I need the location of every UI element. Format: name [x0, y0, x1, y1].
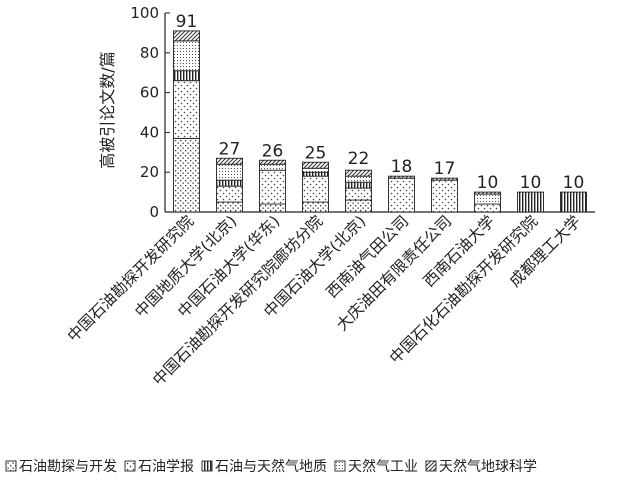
bar-segment: [345, 187, 372, 201]
bar-segment: [302, 167, 329, 173]
y-tick-label: 100: [130, 4, 159, 22]
total-label: 18: [391, 157, 413, 177]
legend-swatch: [5, 460, 17, 472]
bar-segment: [560, 191, 587, 213]
legend-label: 天然气地球科学: [439, 458, 537, 475]
bar-segment: [474, 193, 501, 205]
bar-segment: [431, 177, 458, 181]
bar-segment: [345, 181, 372, 189]
bar-segment: [216, 179, 243, 187]
total-label: 91: [176, 12, 198, 32]
bar-segment: [388, 175, 415, 179]
bar-segment: [259, 169, 286, 205]
bar-segment: [216, 163, 243, 181]
bar-segment: [302, 201, 329, 213]
bar-segment: [388, 177, 415, 213]
total-labels: 91 27 26 25 22 18 17 10 10 10: [176, 12, 585, 193]
bar-segment: [345, 169, 372, 177]
bar-segment: [259, 203, 286, 213]
bars: [173, 30, 587, 213]
bar-segment: [517, 191, 544, 213]
legend-swatch: [201, 460, 213, 472]
y-tick-label: 0: [149, 203, 159, 221]
legend-swatch: [334, 460, 346, 472]
y-tick-label: 20: [140, 163, 159, 181]
total-label: 25: [305, 143, 327, 163]
y-axis-label: 高被引论文数/篇: [98, 51, 117, 168]
bar-segment: [173, 137, 200, 213]
total-label: 10: [563, 173, 585, 193]
bar-segment: [216, 201, 243, 213]
legend-label: 石油学报: [138, 459, 194, 475]
y-tick-label: 40: [140, 123, 159, 141]
total-label: 26: [262, 141, 284, 161]
category-labels: 中国石油勘探开发研究院中国地质大学(北京)中国石油大学(华东)中国石油勘探开发研…: [63, 211, 584, 389]
bar-segment: [173, 40, 200, 72]
bar-segment: [474, 191, 501, 195]
bar-segment: [302, 175, 329, 203]
y-tick-label: 80: [140, 44, 159, 62]
y-tick-label: 60: [140, 84, 159, 102]
bar-segment: [173, 30, 200, 42]
legend: 石油勘探与开发 石油学报 石油与天然气地质 天然气工业 天然气地球科学: [5, 458, 537, 475]
total-label: 10: [520, 173, 542, 193]
legend-swatch: [425, 460, 437, 472]
bar-segment: [302, 161, 329, 169]
legend-label: 石油与天然气地质: [215, 458, 327, 475]
total-label: 17: [434, 159, 456, 179]
legend-label: 石油勘探与开发: [19, 459, 117, 475]
bar-segment: [302, 171, 329, 177]
bar-segment: [474, 203, 501, 213]
total-label: 10: [477, 173, 499, 193]
total-label: 22: [348, 149, 370, 169]
bar-segment: [173, 80, 200, 139]
bar-segment: [216, 157, 243, 165]
bar-segment: [216, 185, 243, 203]
bar-segment: [345, 175, 372, 183]
bar-segment: [259, 163, 286, 171]
total-label: 27: [219, 139, 241, 159]
bar-segment: [259, 159, 286, 165]
bar-segment: [345, 199, 372, 213]
legend-swatch: [124, 460, 136, 472]
legend-label: 天然气工业: [348, 458, 418, 475]
bar-segment: [431, 179, 458, 213]
bar-segment: [173, 70, 200, 82]
